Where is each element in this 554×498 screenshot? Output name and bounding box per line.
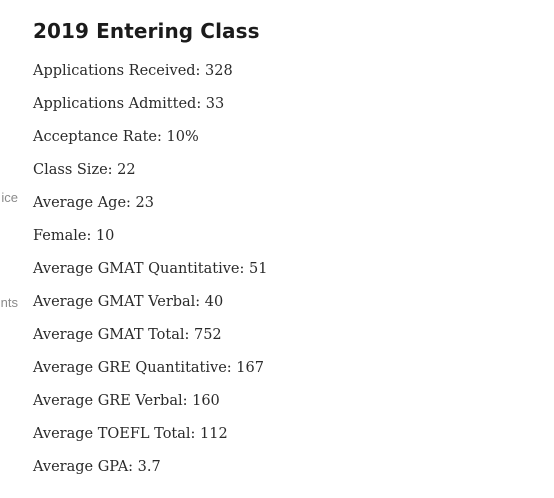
stat-toefl-total: Average TOEFL Total: 112 [33,426,228,442]
stat-gre-verbal: Average GRE Verbal: 160 [33,393,220,409]
stat-average-gpa: Average GPA: 3.7 [33,459,161,475]
stat-acceptance-rate: Acceptance Rate: 10% [33,129,199,145]
sidebar-link-fragment[interactable]: nts [0,295,18,310]
stats-list: Applications Received: 328 Applications … [33,63,533,492]
stat-female: Female: 10 [33,228,115,244]
stat-applications-admitted: Applications Admitted: 33 [33,96,225,112]
sidebar-link-fragment[interactable]: ice [1,190,18,205]
section-title: 2019 Entering Class [33,19,260,43]
stat-class-size: Class Size: 22 [33,162,136,178]
stat-average-age: Average Age: 23 [33,195,154,211]
stat-gmat-verbal: Average GMAT Verbal: 40 [33,294,224,310]
entering-class-section: 2019 Entering Class Applications Receive… [33,18,533,492]
stat-gmat-quantitative: Average GMAT Quantitative: 51 [33,261,268,277]
stat-gre-quantitative: Average GRE Quantitative: 167 [33,360,264,376]
stat-applications-received: Applications Received: 328 [33,63,233,79]
left-sidebar-clipped: ice nts [0,0,18,498]
stat-gmat-total: Average GMAT Total: 752 [33,327,222,343]
